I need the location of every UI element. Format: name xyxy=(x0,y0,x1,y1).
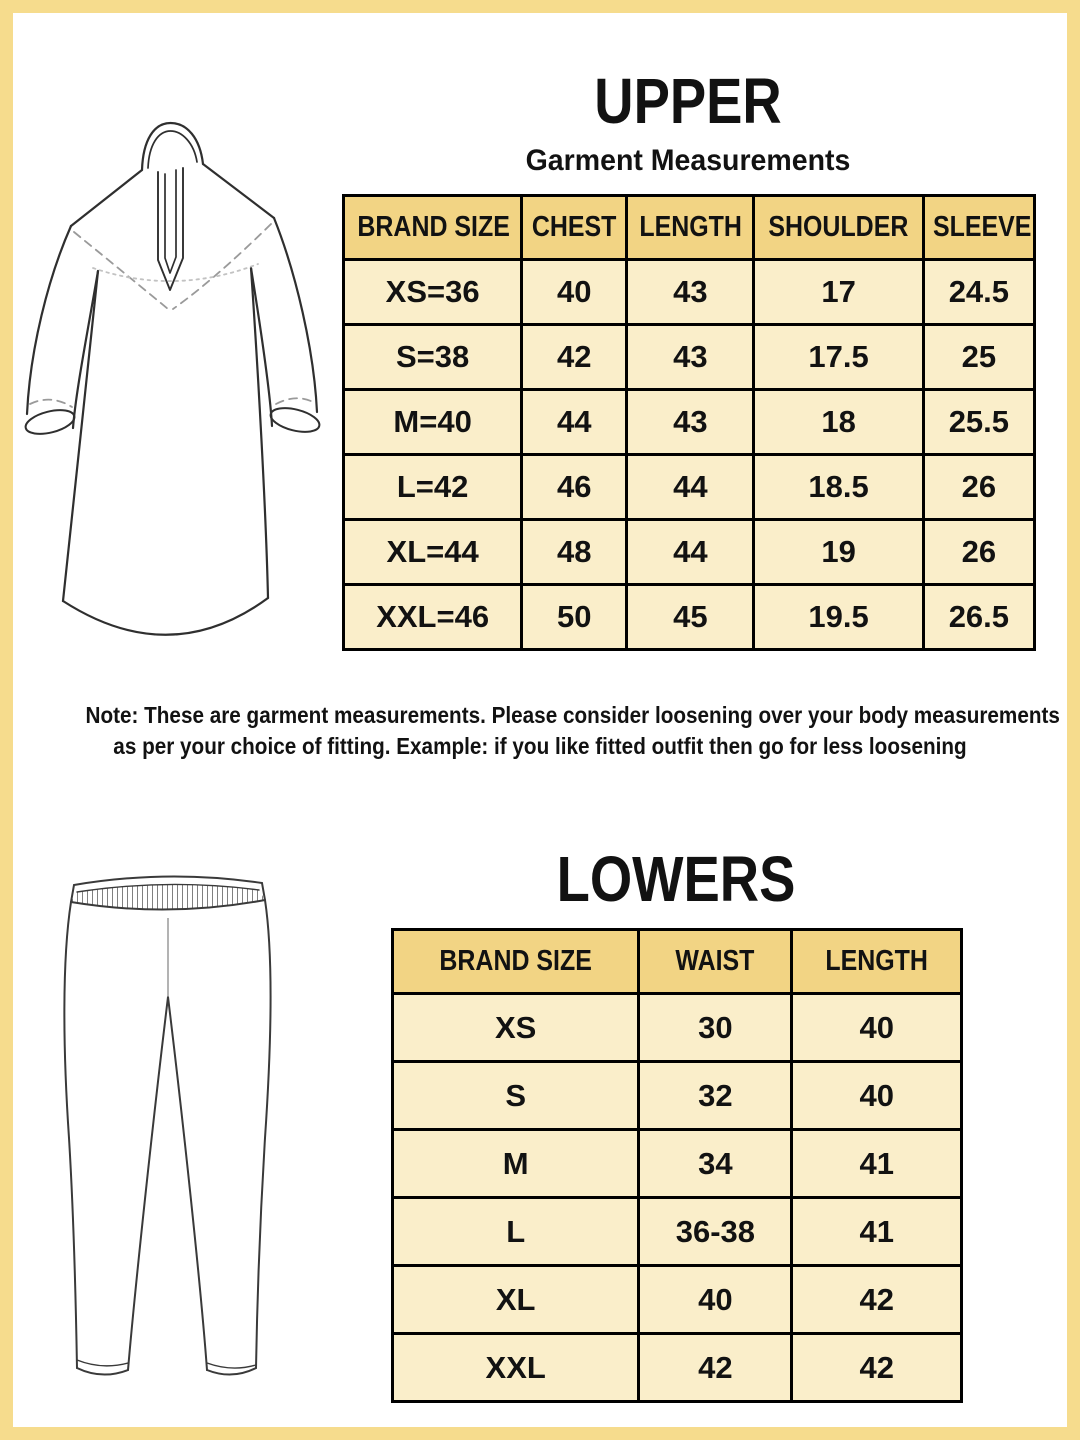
table-row: XS=36 40 43 17 24.5 xyxy=(341,258,1037,326)
upper-header-row: BRAND SIZE CHEST LENGTH SHOULDER SLEEVE xyxy=(341,194,1037,261)
table-row: L 36-38 41 xyxy=(390,1196,963,1267)
measure-cell: 26 xyxy=(921,453,1037,521)
measure-cell: 41 xyxy=(790,1196,963,1267)
measure-cell: 42 xyxy=(790,1332,963,1403)
lowers-header-row: BRAND SIZE WAIST LENGTH xyxy=(390,928,963,995)
table-row: XXL 42 42 xyxy=(390,1332,963,1403)
measure-cell: 18.5 xyxy=(752,453,925,521)
lowers-table-wrap: BRAND SIZE WAIST LENGTH XS 30 40 S 32 40… xyxy=(390,928,963,1403)
size-cell: S=38 xyxy=(341,323,524,391)
size-cell: L=42 xyxy=(341,453,524,521)
kurta-illustration xyxy=(18,108,350,650)
measure-cell: 44 xyxy=(520,388,629,456)
column-header-chest: CHEST xyxy=(520,194,629,261)
upper-heading-block: UPPER Garment Measurements xyxy=(340,65,1036,178)
measure-cell: 50 xyxy=(520,583,629,651)
table-row: L=42 46 44 18.5 26 xyxy=(341,453,1037,521)
size-cell: M=40 xyxy=(341,388,524,456)
measure-cell: 48 xyxy=(520,518,629,586)
measure-cell: 17 xyxy=(752,258,925,326)
size-cell: XL=44 xyxy=(341,518,524,586)
measure-cell: 41 xyxy=(790,1128,963,1199)
column-header-length: LENGTH xyxy=(790,928,963,995)
note-line-1: Note: These are garment measurements. Pl… xyxy=(85,702,1060,728)
measure-cell: 43 xyxy=(625,258,756,326)
upper-table-wrap: BRAND SIZE CHEST LENGTH SHOULDER SLEEVE … xyxy=(341,194,1037,651)
upper-subtitle: Garment Measurements xyxy=(525,144,851,177)
measure-cell: 34 xyxy=(637,1128,794,1199)
measure-cell: 26 xyxy=(921,518,1037,586)
size-cell: XL xyxy=(390,1264,641,1335)
measurement-note: Note: These are garment measurements. Pl… xyxy=(35,700,1060,762)
note-line-2: as per your choice of fitting. Example: … xyxy=(113,733,967,759)
measure-cell: 42 xyxy=(637,1332,794,1403)
measure-cell: 44 xyxy=(625,518,756,586)
measure-cell: 40 xyxy=(790,992,963,1063)
lowers-heading-block: LOWERS xyxy=(390,843,962,915)
size-cell: XS=36 xyxy=(341,258,524,326)
upper-size-table: BRAND SIZE CHEST LENGTH SHOULDER SLEEVE … xyxy=(341,194,1037,651)
size-cell: L xyxy=(390,1196,641,1267)
measure-cell: 30 xyxy=(637,992,794,1063)
table-row: XL 40 42 xyxy=(390,1264,963,1335)
measure-cell: 24.5 xyxy=(921,258,1037,326)
measure-cell: 40 xyxy=(790,1060,963,1131)
measure-cell: 26.5 xyxy=(921,583,1037,651)
table-row: XL=44 48 44 19 26 xyxy=(341,518,1037,586)
table-row: S=38 42 43 17.5 25 xyxy=(341,323,1037,391)
measure-cell: 19 xyxy=(752,518,925,586)
measure-cell: 45 xyxy=(625,583,756,651)
column-header-length: LENGTH xyxy=(625,194,756,261)
measure-cell: 44 xyxy=(625,453,756,521)
measure-cell: 25.5 xyxy=(921,388,1037,456)
measure-cell: 40 xyxy=(520,258,629,326)
table-row: XXL=46 50 45 19.5 26.5 xyxy=(341,583,1037,651)
size-cell: S xyxy=(390,1060,641,1131)
lowers-size-table: BRAND SIZE WAIST LENGTH XS 30 40 S 32 40… xyxy=(390,928,963,1403)
table-row: XS 30 40 xyxy=(390,992,963,1063)
table-row: M 34 41 xyxy=(390,1128,963,1199)
column-header-brand-size: BRAND SIZE xyxy=(390,928,641,995)
size-cell: M xyxy=(390,1128,641,1199)
lowers-section-title: LOWERS xyxy=(556,843,796,915)
leggings-line-drawing-svg xyxy=(63,875,272,1376)
table-row: S 32 40 xyxy=(390,1060,963,1131)
size-cell: XXL xyxy=(390,1332,641,1403)
column-header-shoulder: SHOULDER xyxy=(752,194,925,261)
measure-cell: 17.5 xyxy=(752,323,925,391)
measure-cell: 32 xyxy=(637,1060,794,1131)
measure-cell: 43 xyxy=(625,388,756,456)
measure-cell: 43 xyxy=(625,323,756,391)
upper-section-title: UPPER xyxy=(594,65,782,137)
column-header-brand-size: BRAND SIZE xyxy=(341,194,524,261)
leggings-illustration xyxy=(55,868,375,1398)
measure-cell: 40 xyxy=(637,1264,794,1335)
table-row: M=40 44 43 18 25.5 xyxy=(341,388,1037,456)
size-cell: XXL=46 xyxy=(341,583,524,651)
size-cell: XS xyxy=(390,992,641,1063)
measure-cell: 36-38 xyxy=(637,1196,794,1267)
measure-cell: 18 xyxy=(752,388,925,456)
kurta-line-drawing-svg xyxy=(24,121,321,636)
measure-cell: 19.5 xyxy=(752,583,925,651)
measure-cell: 42 xyxy=(520,323,629,391)
measure-cell: 46 xyxy=(520,453,629,521)
column-header-waist: WAIST xyxy=(637,928,794,995)
measure-cell: 25 xyxy=(921,323,1037,391)
column-header-sleeve: SLEEVE xyxy=(921,194,1037,261)
measure-cell: 42 xyxy=(790,1264,963,1335)
